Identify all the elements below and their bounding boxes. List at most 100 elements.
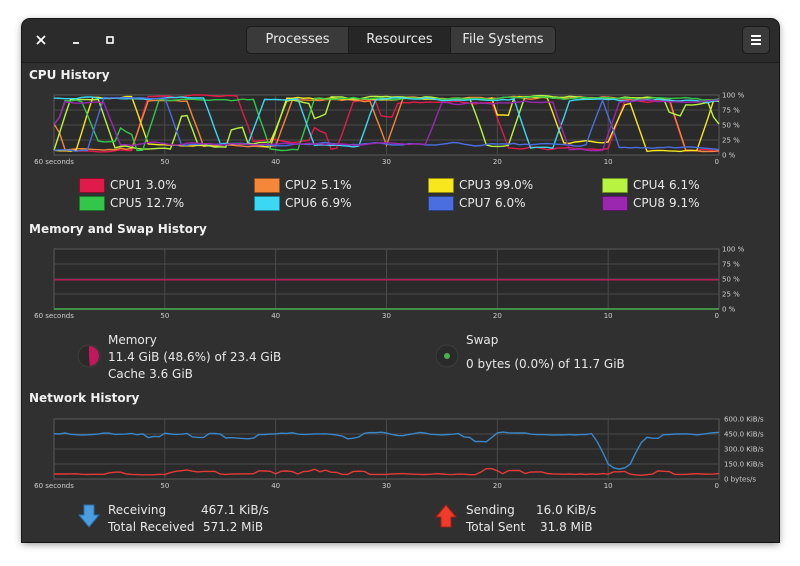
header-bar: Processes Resources File Systems: [22, 19, 779, 63]
close-icon: [36, 35, 46, 45]
cpu-usage-value: 9.1%: [669, 196, 700, 210]
tab-processes[interactable]: Processes: [247, 27, 349, 53]
cpu-y-tick: 0 %: [722, 152, 736, 160]
color-swatch[interactable]: [602, 195, 628, 211]
memory-y-tick: 50 %: [722, 276, 740, 284]
download-arrow-icon: [78, 504, 100, 528]
cpu-x-tick: 40: [271, 158, 280, 166]
cpu-line-cpu8: [53, 99, 720, 152]
main-menu-button[interactable]: [742, 26, 770, 54]
network-y-tick: 450.0 KiB/s: [724, 431, 764, 439]
network-y-tick: 0 bytes/s: [724, 476, 756, 484]
cpu-y-tick: 100 %: [722, 92, 745, 100]
sending-label: Sending: [466, 503, 515, 517]
swap-label: Swap: [466, 333, 499, 347]
memory-pie-icon: [77, 344, 101, 368]
cpu-usage-value: 3.0%: [146, 178, 177, 192]
color-swatch[interactable]: [428, 177, 454, 193]
cpu-history-title: CPU History: [29, 68, 110, 82]
color-swatch[interactable]: [428, 195, 454, 211]
cpu-x-tick: 30: [382, 158, 391, 166]
view-switcher: Processes Resources File Systems: [246, 26, 556, 54]
memory-y-tick: 75 %: [722, 261, 740, 269]
cpu-usage-value: 5.1%: [321, 178, 352, 192]
network-x-tick: 60 seconds: [34, 482, 74, 490]
cpu-label: CPU7: [459, 196, 492, 210]
cpu-y-tick: 50 %: [722, 122, 740, 130]
cpu-x-tick: 60 seconds: [34, 158, 74, 166]
memory-y-tick: 0 %: [722, 306, 736, 314]
network-x-tick: 20: [493, 482, 502, 490]
close-button[interactable]: [30, 29, 52, 51]
cpu-usage-value: 99.0%: [495, 178, 534, 192]
sending-line: [54, 468, 720, 477]
memory-label: Memory: [108, 333, 157, 347]
cpu-usage-value: 6.1%: [669, 178, 700, 192]
network-history-title: Network History: [29, 391, 140, 405]
network-x-tick: 40: [271, 482, 280, 490]
cpu-legend-item-cpu2[interactable]: CPU2 5.1%: [254, 177, 352, 193]
maximize-button[interactable]: [99, 29, 121, 51]
cpu-history-graph: 100 % 75 % 50 % 25 % 0 % 60 seconds 50 40 30 20 10…: [34, 92, 745, 167]
memory-x-tick: 0: [715, 312, 719, 320]
network-y-tick: 300.0 KiB/s: [724, 446, 764, 454]
tab-resources[interactable]: Resources: [349, 27, 451, 53]
cpu-label: CPU2: [285, 178, 318, 192]
total-sent-label: Total Sent: [466, 520, 526, 534]
cpu-x-tick: 0: [715, 158, 719, 166]
memory-y-tick: 25 %: [722, 291, 740, 299]
receiving-value: 467.1 KiB/s: [201, 503, 269, 517]
cpu-x-tick: 20: [493, 158, 502, 166]
memory-swap-history-title: Memory and Swap History: [29, 222, 207, 236]
memory-x-tick: 40: [271, 312, 280, 320]
color-swatch[interactable]: [79, 195, 105, 211]
network-y-tick: 600.0 KiB/s: [724, 416, 764, 424]
memory-swap-history-graph: 100 % 75 % 50 % 25 % 0 % 60 seconds 50 40 30 20 10…: [34, 246, 745, 321]
network-history-graph: 600.0 KiB/s 450.0 KiB/s 300.0 KiB/s 150.0 K…: [34, 416, 764, 491]
cpu-legend-item-cpu6[interactable]: CPU6 6.9%: [254, 195, 352, 211]
tab-file-systems[interactable]: File Systems: [451, 27, 555, 53]
minimize-button[interactable]: [65, 29, 87, 51]
memory-x-tick: 10: [604, 312, 613, 320]
memory-x-tick: 20: [493, 312, 502, 320]
memory-x-tick: 30: [382, 312, 391, 320]
cpu-x-tick: 50: [160, 158, 169, 166]
memory-x-tick: 60 seconds: [34, 312, 74, 320]
memory-cache: Cache 3.6 GiB: [108, 367, 193, 381]
cpu-x-tick: 10: [604, 158, 613, 166]
upload-arrow-icon: [435, 504, 457, 528]
cpu-label: CPU4: [633, 178, 666, 192]
minimize-icon: [73, 42, 79, 44]
cpu-legend-item-cpu5[interactable]: CPU5 12.7%: [79, 195, 184, 211]
network-x-tick: 50: [160, 482, 169, 490]
cpu-label: CPU5: [110, 196, 143, 210]
swap-usage: 0 bytes (0.0%) of 11.7 GiB: [466, 357, 625, 371]
swap-pie-icon: [435, 344, 459, 368]
color-swatch[interactable]: [79, 177, 105, 193]
memory-usage: 11.4 GiB (48.6%) of 23.4 GiB: [108, 350, 282, 364]
cpu-label: CPU1: [110, 178, 143, 192]
cpu-y-tick: 25 %: [722, 137, 740, 145]
total-received-value: 571.2 MiB: [203, 520, 264, 534]
network-x-tick: 10: [604, 482, 613, 490]
cpu-legend-item-cpu4[interactable]: CPU4 6.1%: [602, 177, 700, 193]
cpu-label: CPU6: [285, 196, 318, 210]
cpu-line-cpu7: [53, 96, 720, 153]
cpu-legend-item-cpu3[interactable]: CPU3 99.0%: [428, 177, 533, 193]
color-swatch[interactable]: [602, 177, 628, 193]
maximize-icon: [106, 36, 114, 44]
cpu-usage-value: 12.7%: [146, 196, 185, 210]
sending-value: 16.0 KiB/s: [536, 503, 597, 517]
cpu-legend-item-cpu1[interactable]: CPU1 3.0%: [79, 177, 177, 193]
color-swatch[interactable]: [254, 195, 280, 211]
memory-y-tick: 100 %: [722, 246, 745, 254]
cpu-legend-item-cpu8[interactable]: CPU8 9.1%: [602, 195, 700, 211]
cpu-label: CPU3: [459, 178, 492, 192]
cpu-legend-item-cpu7[interactable]: CPU7 6.0%: [428, 195, 526, 211]
network-x-tick: 0: [715, 482, 719, 490]
color-swatch[interactable]: [254, 177, 280, 193]
receiving-line: [53, 431, 720, 470]
memory-x-tick: 50: [160, 312, 169, 320]
cpu-usage-value: 6.9%: [321, 196, 352, 210]
cpu-usage-value: 6.0%: [495, 196, 526, 210]
